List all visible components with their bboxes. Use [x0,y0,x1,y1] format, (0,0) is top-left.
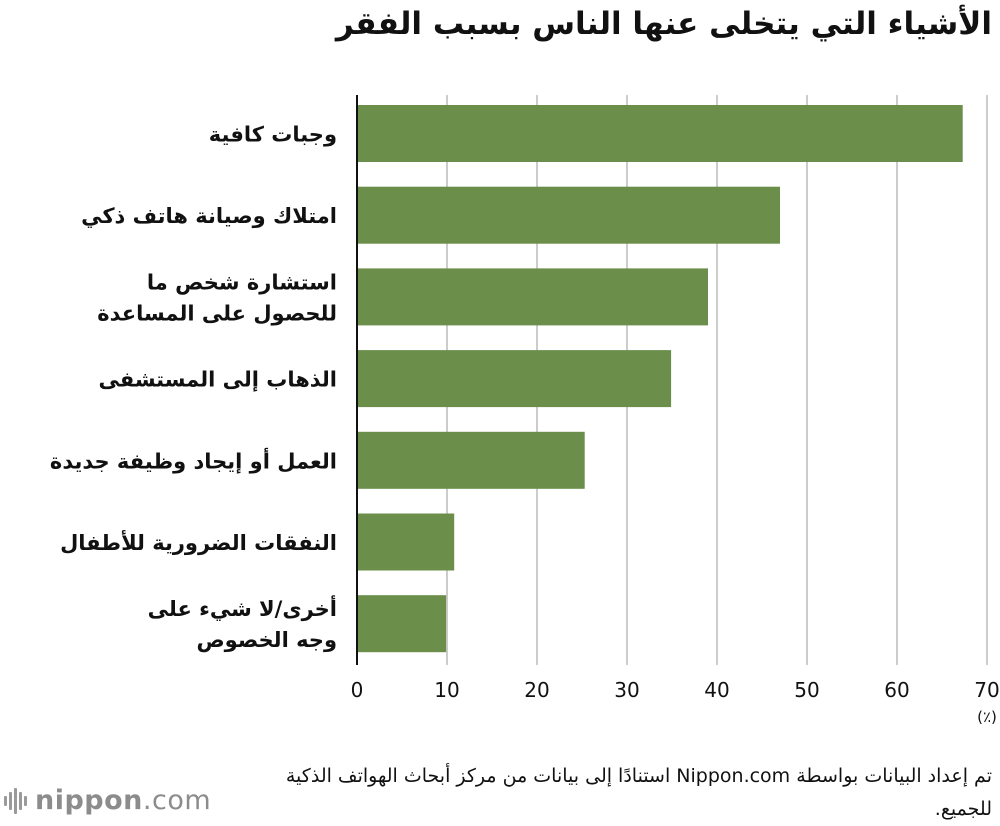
nippon-logo: nippon.com [4,785,211,816]
x-tick-label: 70 [974,678,999,702]
chart-title: الأشياء التي يتخلى عنها الناس بسبب الفقر [335,6,992,42]
x-tick-label: 20 [524,678,549,702]
x-axis-ticks: 0 10 20 30 40 50 60 70 [351,678,1000,702]
bar [357,431,585,489]
category-label: النفقات الضرورية للأطفال [60,529,337,555]
x-tick-label: 30 [614,678,639,702]
x-tick-label: 0 [351,678,364,702]
category-label: امتلاك وصيانة هاتف ذكي [81,204,337,228]
logo-bars-icon [4,787,27,814]
category-label: للحصول على المساعدة [97,301,337,325]
bar [357,186,780,244]
category-label: العمل أو إيجاد وظيفة جديدة [50,446,337,473]
category-label: وجه الخصوص [196,628,337,652]
category-labels: وجبات كافية امتلاك وصيانة هاتف ذكي استشارة… [50,123,337,653]
bar [357,513,455,571]
bars [357,105,963,653]
bar-chart: وجبات كافية امتلاك وصيانة هاتف ذكي استشارة… [50,95,1000,726]
bar [357,595,447,653]
logo-text: nippon.com [35,785,212,816]
category-label: استشارة شخص ما [147,270,337,294]
source-note: تم إعداد البيانات بواسطة Nippon.com استن… [285,765,992,820]
x-tick-label: 50 [794,678,819,702]
category-label: الذهاب إلى المستشفى [98,368,337,392]
category-label: أخرى/لا شيء على [148,594,337,621]
category-label: وجبات كافية [209,123,337,147]
bar [357,105,963,162]
x-axis-unit: (٪) [977,708,997,726]
bar [357,268,708,326]
bar [357,350,672,408]
x-tick-label: 60 [884,678,909,702]
x-tick-label: 40 [704,678,729,702]
x-tick-label: 10 [434,678,459,702]
